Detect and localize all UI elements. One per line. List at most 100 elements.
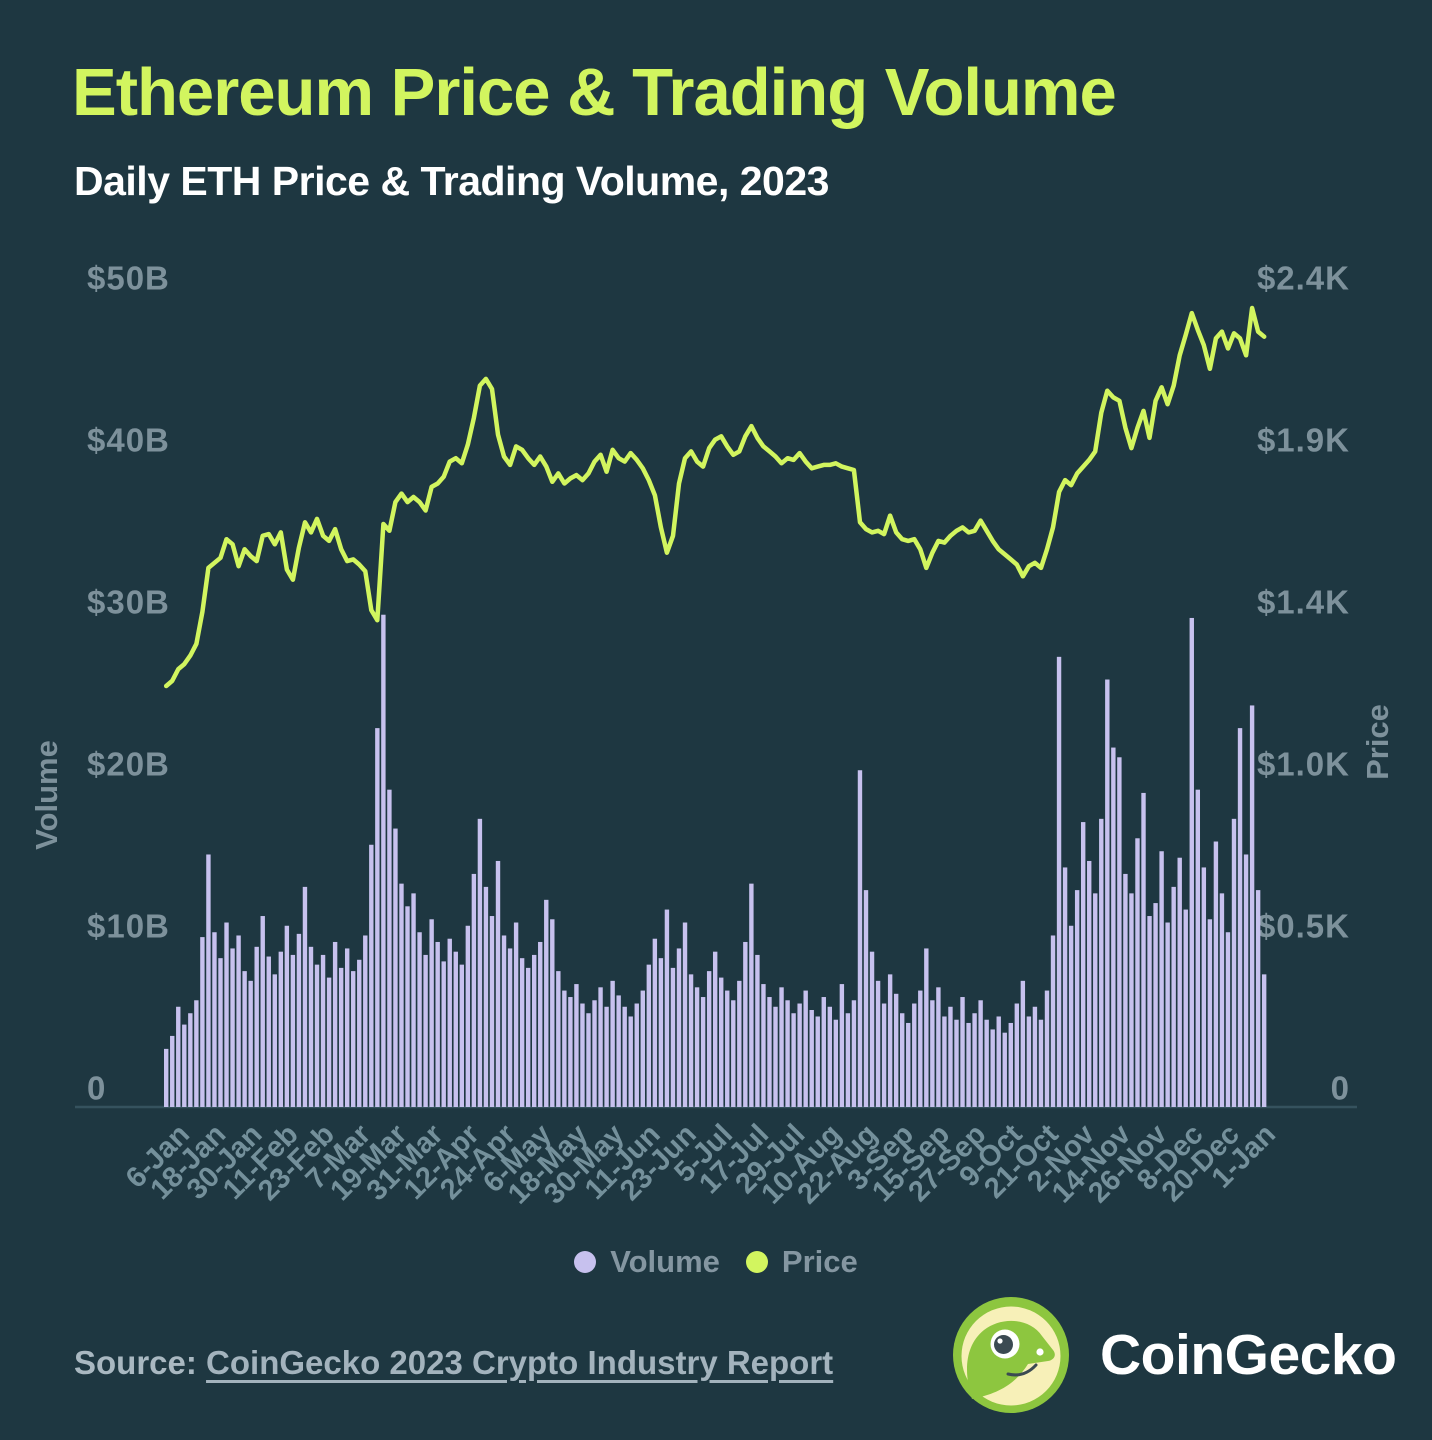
volume-bar [737,980,742,1107]
volume-bar [326,977,332,1107]
price-line [163,305,1267,689]
volume-bar [628,1016,633,1107]
volume-bar [712,951,718,1107]
volume-bar [785,1000,790,1107]
volume-bar [483,886,489,1107]
volume-bar [357,959,362,1107]
volume-bar [532,954,537,1107]
volume-bar [423,954,428,1107]
volume-bar [1141,792,1146,1107]
volume-bar [918,990,923,1107]
volume-bar [634,1003,639,1107]
volume-bar [930,1000,935,1107]
volume-bar [1099,818,1104,1107]
volume-axis-tick-label: $30B [87,584,170,621]
volume-bar [338,967,344,1107]
volume-bar [1044,990,1050,1107]
volume-bar [996,1016,1001,1107]
volume-bar [966,1022,971,1107]
volume-bar [1074,890,1080,1107]
volume-bar [658,958,664,1107]
volume-bar [272,974,277,1107]
volume-bar [815,1016,820,1107]
volume-bar [978,1000,983,1107]
volume-bar [254,946,259,1107]
volume-bar [972,1013,977,1107]
volume-bar [308,946,314,1107]
volume-bar [550,919,555,1107]
volume-bar [1093,893,1098,1107]
volume-bar [332,941,338,1107]
volume-bar [984,1019,989,1107]
volume-bar [387,789,392,1107]
volume-bar [538,941,543,1107]
volume-bar [791,1013,796,1107]
volume-bar [224,922,229,1107]
volume-bar [212,932,217,1107]
volume-bar [393,828,398,1107]
volume-bar [477,818,483,1107]
volume-bar [1207,919,1213,1107]
volume-bar [206,854,211,1107]
chart-legend: Volume Price [0,1244,1432,1280]
volume-bar [556,971,561,1107]
volume-bar [459,964,465,1107]
volume-bar [863,890,869,1107]
volume-bar [218,958,223,1107]
volume-bar [381,614,386,1107]
volume-bar [1080,822,1086,1107]
volume-bar [743,941,748,1107]
volume-bar [682,922,688,1107]
volume-bar [749,883,754,1107]
price-axis-tick-label: $1.4K [1257,584,1350,621]
volume-bar [1038,1019,1044,1107]
volume-bar [513,922,519,1107]
volume-bar [767,997,772,1107]
volume-bar [501,935,507,1107]
volume-bar [260,916,265,1107]
price-legend-dot-icon [745,1251,768,1273]
volume-bar [1105,679,1110,1107]
volume-bar [664,909,670,1107]
volume-bar [441,961,446,1107]
volume-bar [604,1006,609,1107]
volume-bar [435,941,440,1107]
volume-bar [242,971,247,1107]
volume-bar [465,925,471,1107]
volume-bar [622,1006,627,1107]
volume-bar [1231,818,1237,1107]
volume-bar [719,977,724,1107]
volume-bar [363,935,368,1107]
volume-bar [839,984,845,1107]
price-axis-tick-label: 0 [1331,1070,1350,1107]
volume-bar [1050,935,1056,1107]
volume-bar [1123,873,1128,1107]
volume-bar [646,964,652,1107]
legend-item-volume: Volume [574,1244,720,1280]
volume-bar [670,967,676,1107]
volume-bar [1213,841,1219,1107]
volume-bar [1068,925,1074,1107]
volume-bar [694,987,700,1107]
volume-bar [399,883,404,1107]
volume-bar [1189,617,1194,1107]
volume-bar [447,938,452,1107]
volume-bar [580,1003,585,1107]
volume-bar [1249,705,1255,1107]
volume-bar [290,954,296,1107]
volume-bar [1225,932,1231,1107]
volume-bar [906,1022,911,1107]
volume-bar [351,971,356,1107]
volume-axis-tick-label: $40B [87,422,170,459]
volume-bar [936,987,941,1107]
volume-bar [1183,909,1188,1107]
volume-bar [568,997,573,1107]
volume-bar [1026,1016,1032,1107]
volume-bar [1243,854,1249,1107]
volume-axis-tick-label: $50B [87,260,170,297]
volume-bar [453,951,458,1107]
volume-bar [236,935,241,1107]
volume-bar [893,993,899,1107]
source-report-link[interactable]: CoinGecko 2023 Crypto Industry Report [206,1344,834,1381]
